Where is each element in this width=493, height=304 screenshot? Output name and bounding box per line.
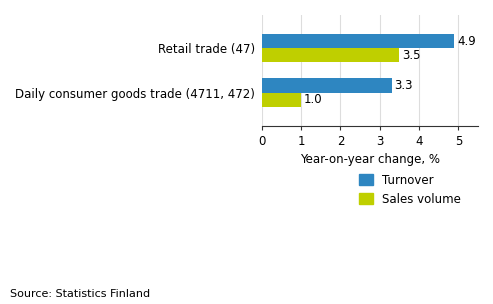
Text: 1.0: 1.0 [304,93,322,106]
Bar [262,78,391,92]
Text: 3.3: 3.3 [394,79,413,92]
Text: 4.9: 4.9 [457,35,476,48]
Legend: Turnover, Sales volume: Turnover, Sales volume [358,174,461,206]
Bar [262,34,455,48]
Bar [262,48,399,62]
Text: 3.5: 3.5 [402,49,421,62]
Text: Source: Statistics Finland: Source: Statistics Finland [10,289,150,299]
Bar [262,92,301,107]
X-axis label: Year-on-year change, %: Year-on-year change, % [300,153,440,166]
